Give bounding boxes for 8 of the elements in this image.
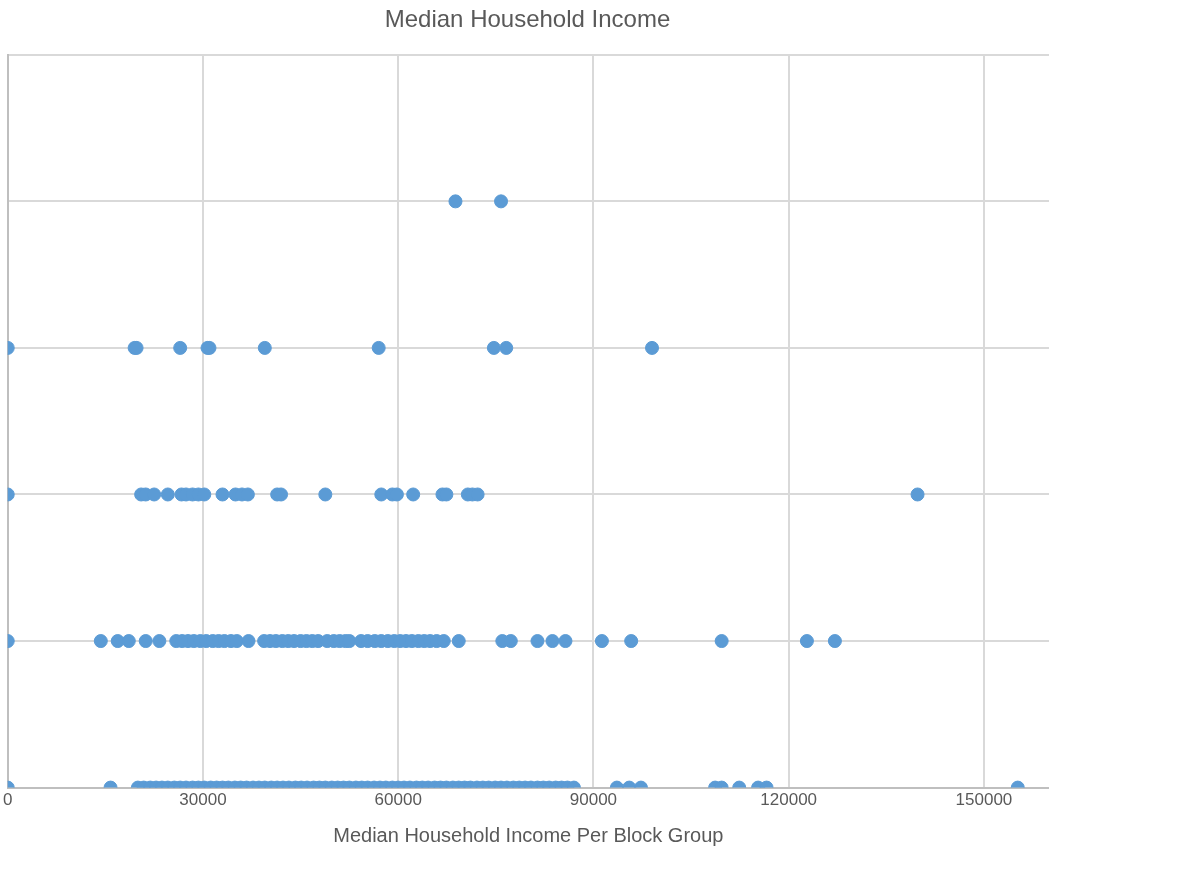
x-tick-label: 60000	[374, 790, 422, 810]
x-tick-label: 0	[2, 790, 13, 810]
x-tick-label: 90000	[569, 790, 618, 810]
x-tick-label: 150000	[955, 790, 1013, 810]
chart-title: Median Household Income	[384, 5, 671, 33]
x-axis-title: Median Household Income Per Block Group	[333, 823, 724, 846]
x-tick-label: 120000	[760, 790, 818, 810]
x-tick-label: 30000	[179, 790, 227, 810]
